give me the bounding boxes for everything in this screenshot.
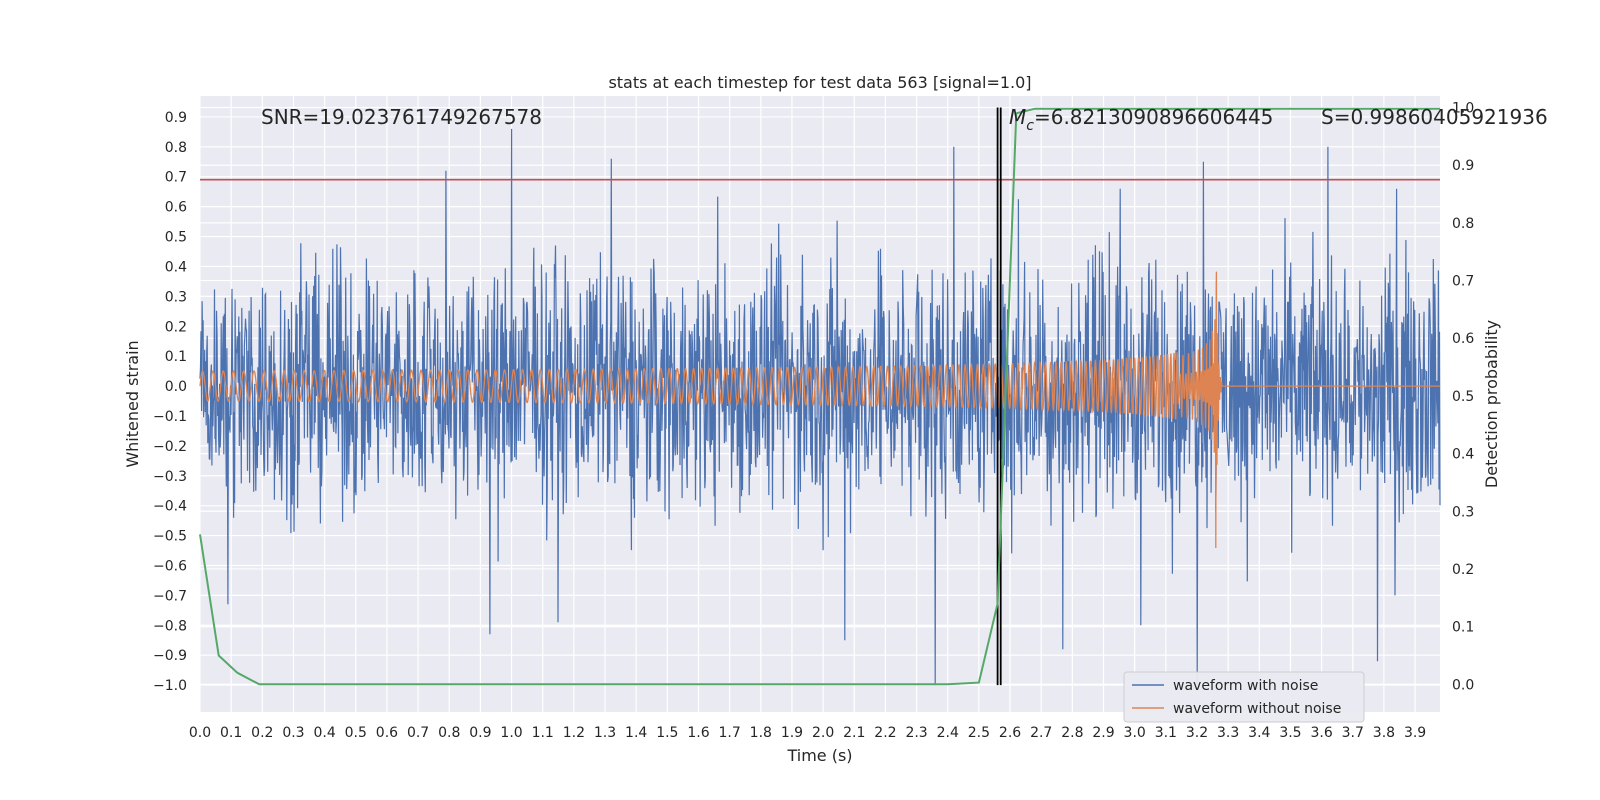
legend: waveform with noise waveform without noi…: [1123, 671, 1365, 723]
x-tick-label: 3.5: [1279, 725, 1301, 741]
chirp-mass-symbol: M: [1009, 105, 1026, 129]
y-tick-label: −0.4: [153, 499, 187, 515]
y2-tick-label: 1.0: [1452, 101, 1474, 117]
y-tick-label: −0.8: [153, 618, 187, 634]
snr-annotation: SNR=19.023761749267578: [261, 105, 542, 129]
y2-axis-label: Detection probability: [1482, 320, 1501, 488]
x-tick-label: 0.3: [282, 725, 304, 741]
y2-tick-label: 0.1: [1452, 620, 1474, 636]
y-tick-label: 0.4: [165, 259, 187, 275]
y-tick-label: 0.8: [165, 140, 187, 156]
y2-tick-label: 0.8: [1452, 216, 1474, 232]
y2-axis-ticks: 0.0 0.1 0.2 0.3 0.4 0.5 0.6 0.7 0.8 0.9 1.0: [1452, 101, 1474, 694]
x-tick-label: 0.4: [313, 725, 335, 741]
x-axis-label: Time (s): [786, 746, 852, 765]
x-tick-label: 2.9: [1092, 725, 1114, 741]
x-tick-label: 2.4: [937, 725, 959, 741]
series-waveform-with-noise: [199, 128, 1441, 686]
y2-tick-label: 0.3: [1452, 504, 1474, 520]
x-tick-label: 2.6: [999, 725, 1021, 741]
x-tick-label: 2.5: [968, 725, 990, 741]
clean-waveform-line: [199, 271, 1440, 549]
x-tick-label: 3.1: [1155, 725, 1177, 741]
y-tick-label: 0.5: [165, 230, 187, 246]
y-tick-label: −0.1: [153, 409, 187, 425]
x-tick-label: 1.3: [594, 725, 616, 741]
probability-line: [199, 107, 1440, 686]
x-tick-label: 3.9: [1404, 725, 1426, 741]
x-tick-label: 3.8: [1373, 725, 1395, 741]
x-tick-label: 0.6: [376, 725, 398, 741]
series-detection-probability: [199, 107, 1440, 686]
y-tick-label: 0.0: [165, 379, 187, 395]
y-tick-label: −0.5: [153, 529, 187, 545]
x-tick-label: 3.6: [1310, 725, 1332, 741]
y2-tick-label: 0.2: [1452, 562, 1474, 578]
y-tick-label: −0.9: [153, 648, 187, 664]
x-tick-label: 2.3: [905, 725, 927, 741]
chirp-mass-value: =6.8213090896606445: [1034, 105, 1273, 129]
x-tick-label: 1.1: [532, 725, 554, 741]
y-tick-label: 0.1: [165, 349, 187, 365]
x-tick-label: 0.8: [438, 725, 460, 741]
y2-tick-label: 0.5: [1452, 389, 1474, 405]
x-tick-label: 2.0: [812, 725, 834, 741]
y-tick-label: 0.3: [165, 289, 187, 305]
noise-waveform-line: [199, 128, 1441, 686]
chirp-mass-subscript: c: [1026, 118, 1034, 134]
x-tick-label: 1.9: [781, 725, 803, 741]
x-tick-label: 2.2: [874, 725, 896, 741]
x-tick-label: 0.9: [469, 725, 491, 741]
legend-label-noise: waveform with noise: [1173, 678, 1318, 694]
x-tick-label: 0.0: [189, 725, 211, 741]
x-tick-label: 1.8: [750, 725, 772, 741]
x-tick-label: 3.3: [1217, 725, 1239, 741]
y-tick-label: −0.7: [153, 588, 187, 604]
series-waveform-without-noise: [199, 271, 1440, 549]
x-tick-label: 1.0: [500, 725, 522, 741]
y2-tick-label: 0.6: [1452, 331, 1474, 347]
chirp-mass-annotation: Mc=6.8213090896606445: [1009, 105, 1273, 134]
chart-title: stats at each timestep for test data 563…: [608, 73, 1031, 92]
y-axis-label: Whitened strain: [123, 340, 142, 467]
y-tick-label: 0.2: [165, 319, 187, 335]
x-tick-label: 2.7: [1030, 725, 1052, 741]
y-tick-label: 0.9: [165, 110, 187, 126]
x-tick-label: 1.4: [625, 725, 647, 741]
x-tick-label: 1.5: [656, 725, 678, 741]
x-axis-ticks: 0.0 0.1 0.2 0.3 0.4 0.5 0.6 0.7 0.8 0.9 1.0 1.1 1.2 1…: [189, 725, 1426, 741]
x-tick-label: 1.6: [687, 725, 709, 741]
y2-tick-label: 0.4: [1452, 447, 1474, 463]
y2-tick-label: 0.7: [1452, 274, 1474, 290]
legend-label-clean: waveform without noise: [1173, 701, 1341, 717]
x-tick-label: 2.8: [1061, 725, 1083, 741]
x-tick-label: 3.2: [1186, 725, 1208, 741]
x-tick-label: 1.7: [719, 725, 741, 741]
y-tick-label: −0.2: [153, 439, 187, 455]
y-tick-label: 0.7: [165, 170, 187, 186]
y-tick-label: −0.3: [153, 469, 187, 485]
x-tick-label: 0.1: [220, 725, 242, 741]
y-axis-ticks: −1.0 −0.9 −0.8 −0.7 −0.6 −0.5 −0.4 −0.3 −0.2 −0.1…: [153, 110, 187, 694]
x-tick-label: 3.0: [1124, 725, 1146, 741]
y2-tick-label: 0.0: [1452, 677, 1474, 693]
x-tick-label: 0.5: [345, 725, 367, 741]
x-tick-label: 3.7: [1342, 725, 1364, 741]
y-tick-label: −0.6: [153, 558, 187, 574]
s-annotation: S=0.99860405921936: [1321, 105, 1548, 129]
x-tick-label: 3.4: [1248, 725, 1270, 741]
x-tick-label: 1.2: [563, 725, 585, 741]
y-tick-label: −1.0: [153, 678, 187, 694]
x-tick-label: 0.2: [251, 725, 273, 741]
legend-box: [1123, 671, 1365, 723]
x-tick-label: 0.7: [407, 725, 429, 741]
x-tick-label: 2.1: [843, 725, 865, 741]
y-tick-label: 0.6: [165, 200, 187, 216]
y2-tick-label: 0.9: [1452, 158, 1474, 174]
